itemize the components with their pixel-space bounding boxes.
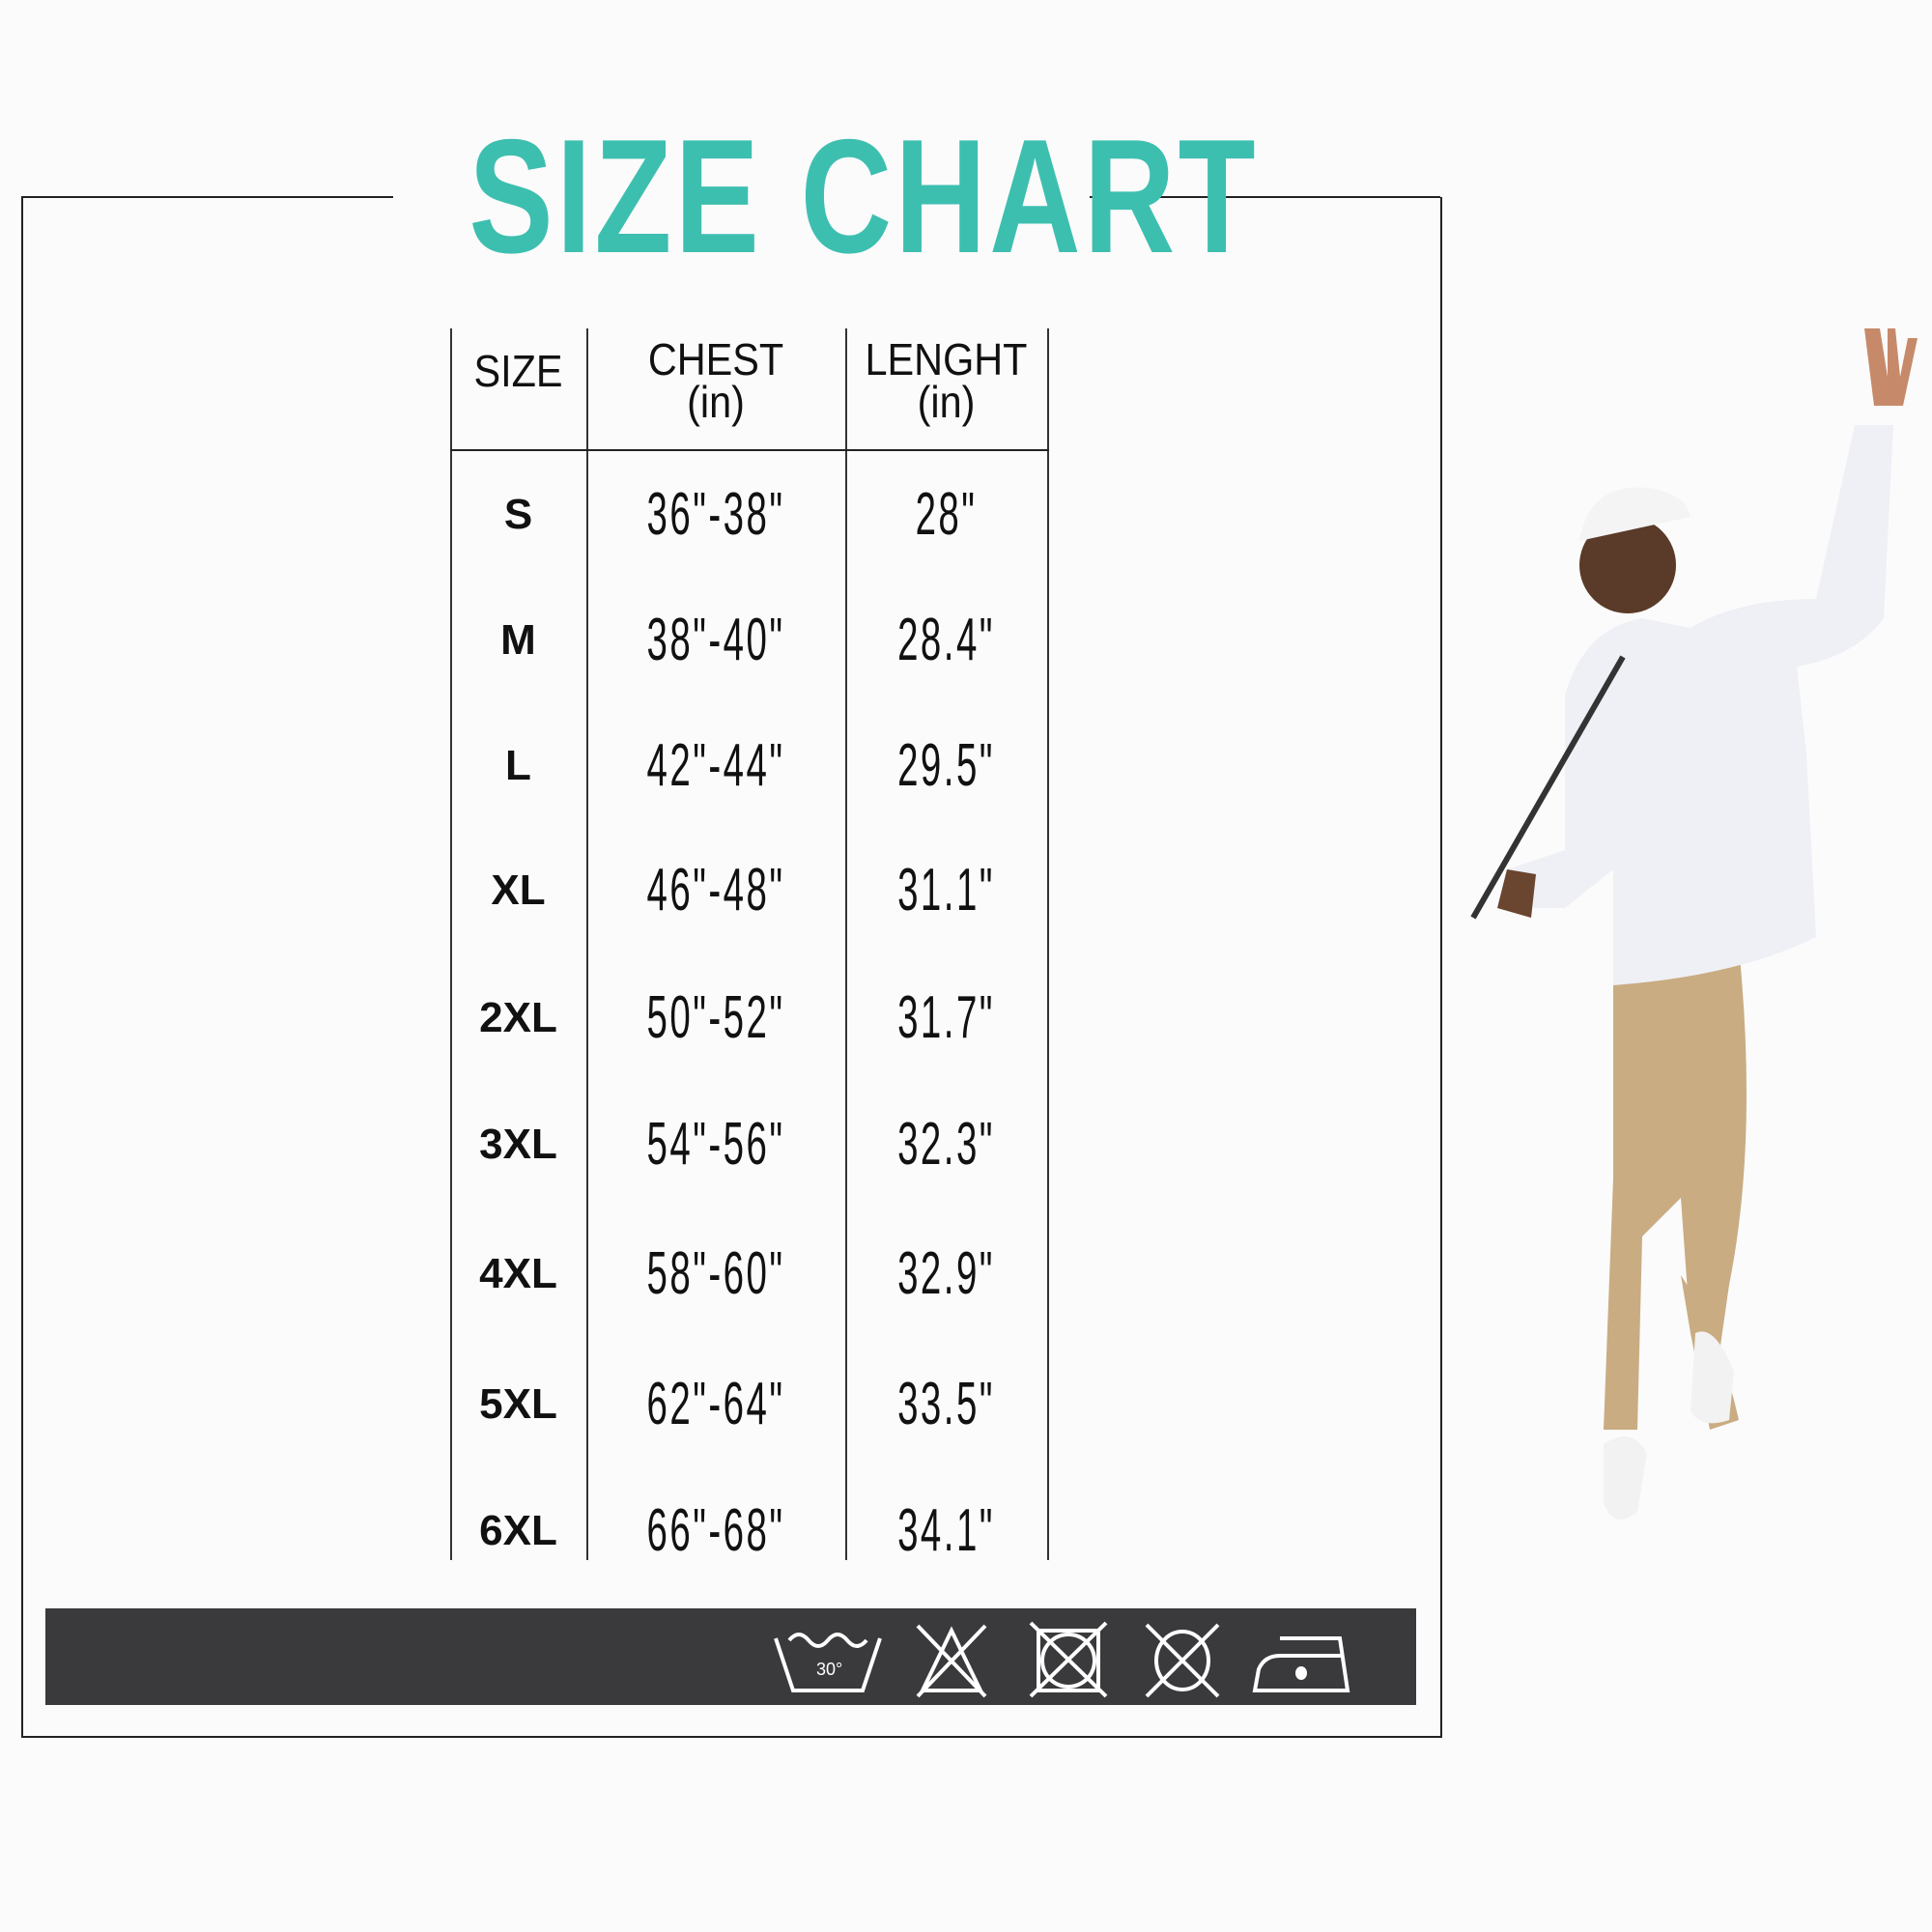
cell-size: L: [505, 742, 531, 789]
header-label: SIZE: [473, 346, 563, 396]
cell-chest: 58"-60": [646, 1240, 785, 1307]
cell-chest: 54"-56": [646, 1111, 785, 1178]
wash-temp-label: 30°: [816, 1660, 842, 1679]
cell-length: 34.1": [897, 1497, 995, 1564]
cell-chest: 62"-64": [646, 1371, 785, 1437]
cell-size: XL: [491, 867, 546, 914]
cell-length: 28": [915, 481, 978, 548]
wash-30-icon: 30°: [774, 1633, 882, 1692]
header-unit: (in): [687, 377, 745, 427]
cell-length: 28.4": [897, 607, 995, 673]
cell-size: 5XL: [479, 1380, 557, 1428]
cell-size: 2XL: [479, 994, 557, 1041]
do-not-tumble-dry-icon: [1029, 1621, 1108, 1698]
table-divider: [450, 328, 452, 1560]
header-length: LENGHT (in): [855, 334, 1037, 427]
size-chart-frame: [21, 197, 1442, 1738]
header-divider: [450, 449, 1049, 451]
cell-chest: 36"-38": [646, 481, 785, 548]
cell-length: 29.5": [897, 732, 995, 799]
cell-length: 31.1": [897, 857, 995, 923]
header-label: LENGHT: [865, 334, 1028, 384]
cell-length: 32.9": [897, 1240, 995, 1307]
frame-top-line-left: [21, 196, 393, 198]
cell-size: 6XL: [479, 1507, 557, 1554]
cell-chest: 50"-52": [646, 984, 785, 1051]
golfer-illustration: [1470, 328, 1918, 1520]
header-size: SIZE: [457, 346, 580, 396]
cell-chest: 42"-44": [646, 732, 785, 799]
header-label: CHEST: [647, 334, 784, 384]
cell-length: 33.5": [897, 1371, 995, 1437]
header-chest: CHEST (in): [599, 334, 832, 427]
cell-length: 31.7": [897, 984, 995, 1051]
do-not-dry-clean-icon: [1145, 1623, 1220, 1698]
table-divider: [586, 328, 588, 1560]
cell-size: 4XL: [479, 1250, 557, 1297]
do-not-bleach-icon: [916, 1624, 987, 1698]
cell-chest: 38"-40": [646, 607, 785, 673]
cell-size: 3XL: [479, 1121, 557, 1168]
shirt: [1507, 425, 1893, 985]
iron-low-icon: [1252, 1636, 1350, 1692]
table-divider: [845, 328, 847, 1560]
header-unit: (in): [917, 377, 976, 427]
cell-chest: 66"-68": [646, 1497, 785, 1564]
cell-size: S: [503, 491, 533, 538]
frame-top-line-right: [1090, 196, 1440, 198]
cell-size: M: [500, 616, 536, 664]
cell-chest: 46"-48": [646, 857, 785, 923]
table-divider: [1047, 328, 1049, 1560]
cell-length: 32.3": [897, 1111, 995, 1178]
pants: [1604, 947, 1747, 1430]
page-title: SIZE CHART: [469, 105, 1259, 287]
